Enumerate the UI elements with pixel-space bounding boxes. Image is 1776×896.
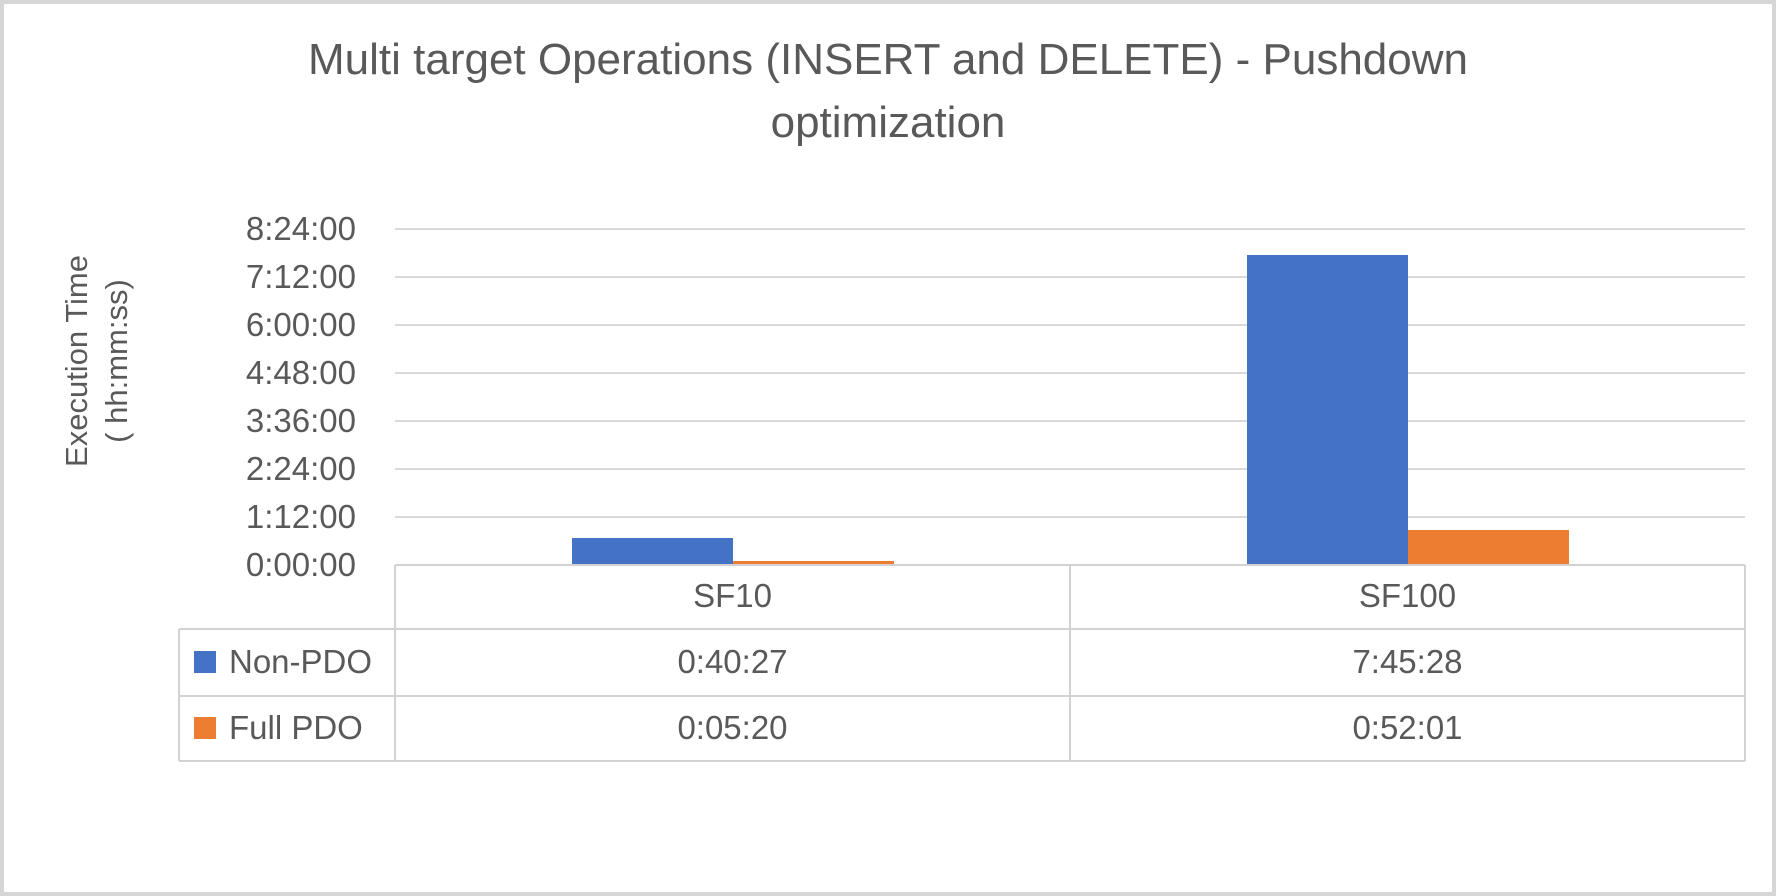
legend-swatch-non-pdo	[194, 651, 216, 673]
table-value-full-pdo-sf10: 0:05:20	[677, 709, 788, 746]
table-border-line	[1069, 565, 1071, 761]
gridline	[395, 372, 1745, 374]
table-border-line	[179, 628, 1745, 630]
y-tick-label: 2:24:00	[245, 450, 356, 487]
legend-swatch-full-pdo	[194, 717, 216, 739]
y-tick-label: 7:12:00	[245, 258, 356, 295]
y-tick-label: 8:24:00	[245, 210, 356, 247]
y-tick-label: 4:48:00	[245, 354, 356, 391]
table-border-line	[178, 629, 180, 761]
legend-label-non-pdo: Non-PDO	[229, 643, 373, 680]
bar-full-pdo-sf10	[732, 561, 894, 565]
table-border-line	[179, 695, 1745, 697]
gridline	[395, 276, 1745, 278]
y-tick-label: 1:12:00	[245, 498, 356, 535]
category-label-sf100: SF100	[1358, 577, 1457, 614]
gridline	[395, 324, 1745, 326]
table-value-non-pdo-sf10: 0:40:27	[677, 643, 788, 680]
chart-title-line2: optimization	[770, 98, 1006, 147]
y-tick-label: 0:00:00	[245, 546, 356, 583]
table-border-line	[394, 565, 396, 761]
table-value-full-pdo-sf100: 0:52:01	[1352, 709, 1463, 746]
table-value-non-pdo-sf100: 7:45:28	[1352, 643, 1463, 680]
table-border-line	[179, 760, 1745, 762]
bar-non-pdo-sf10	[571, 538, 733, 565]
bar-non-pdo-sf100	[1246, 254, 1408, 565]
bar-full-pdo-sf100	[1407, 530, 1569, 565]
gridline	[395, 420, 1745, 422]
legend-label-full-pdo: Full PDO	[229, 709, 363, 746]
gridline	[395, 468, 1745, 470]
y-tick-label: 3:36:00	[245, 402, 356, 439]
table-border-line	[1744, 565, 1746, 761]
gridline	[395, 228, 1745, 230]
y-tick-label: 6:00:00	[245, 306, 356, 343]
plot-area: 0:00:00 1:12:00 2:24:00 3:36:00 4:48:00 6:00:…	[4, 4, 1772, 892]
gridline	[395, 516, 1745, 518]
category-label-sf10: SF10	[693, 577, 772, 614]
chart-title-line1: Multi target Operations (INSERT and DELE…	[308, 35, 1468, 84]
chart-title: Multi target Operations (INSERT and DELE…	[4, 28, 1772, 154]
